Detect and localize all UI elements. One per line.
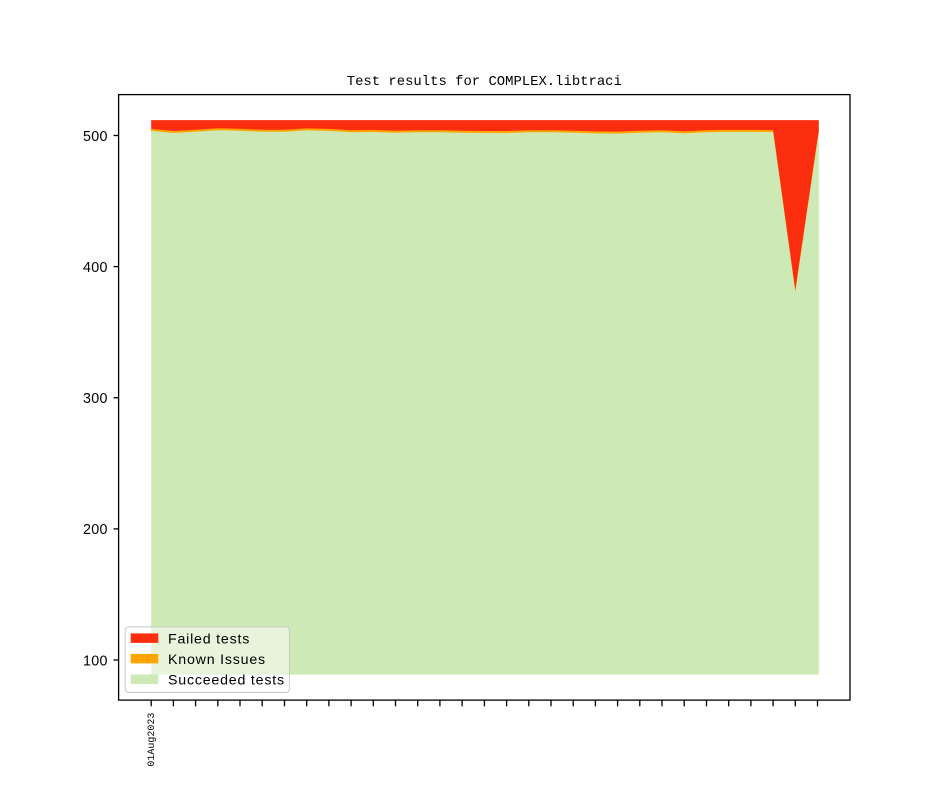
svg-text:01Aug2023: 01Aug2023: [147, 713, 158, 767]
svg-text:100: 100: [83, 653, 108, 669]
svg-text:Known Issues: Known Issues: [168, 652, 266, 668]
svg-text:400: 400: [83, 260, 108, 276]
svg-text:Succeeded tests: Succeeded tests: [168, 673, 285, 689]
svg-text:500: 500: [83, 129, 108, 145]
svg-text:Failed tests: Failed tests: [168, 632, 250, 648]
svg-text:Test results for COMPLEX.libtr: Test results for COMPLEX.libtraci: [347, 74, 622, 90]
svg-text:300: 300: [83, 391, 108, 407]
svg-text:200: 200: [83, 522, 108, 538]
